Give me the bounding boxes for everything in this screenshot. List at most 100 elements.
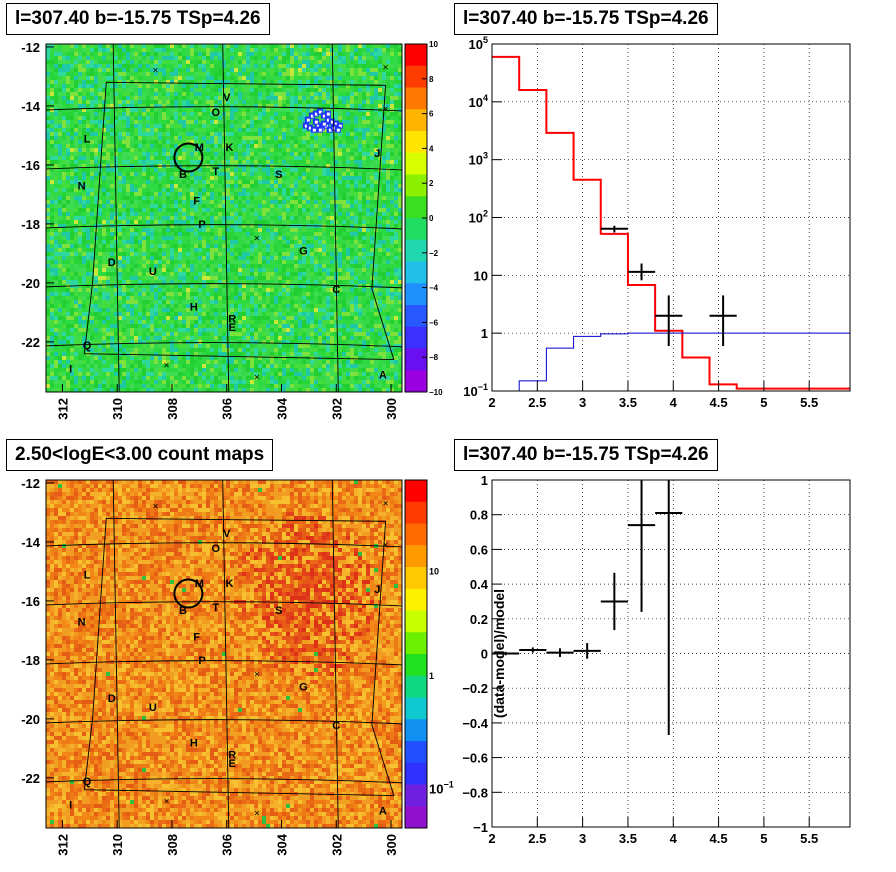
grid-line-lon [112,479,120,829]
source-marker: × [164,360,170,371]
hotspot-pixel [338,124,342,128]
colorbar-tick-label: 10−1 [429,780,454,797]
colorbar-cell [405,370,427,393]
grid-line-lat [45,342,403,348]
roi-outline [83,81,395,361]
x-tick-label: 310 [110,834,125,856]
colorbar-cell [405,283,427,306]
source-label: Q [83,340,92,352]
y-tick-label: -14 [21,535,41,550]
source-label: N [78,181,86,193]
plot-frame [45,43,403,393]
x-tick-label: 4 [670,831,678,846]
y-tick-label: 0 [481,647,488,662]
y-tick-label: -20 [21,712,40,727]
colorbar-cell [405,741,427,764]
grid-line-lon [222,43,230,393]
colorbar-cell [405,632,427,655]
x-tick-label: 3.5 [619,831,637,846]
spectrum-title: l=307.40 b=-15.75 TSp=4.26 [454,3,718,35]
colorbar-cell [405,87,427,110]
residual-plot: 2 2.5 3 3.5 4 4.5 5 5.5 −1 −0.8 −0.6 −0.4 −0.2 0 0.2 0.… [462,473,851,846]
y-tick-label: 105 [469,35,488,52]
colorbar-cell [405,239,427,262]
y-tick-label: -22 [21,335,40,350]
colorbar-tick-label: 10 [429,566,439,576]
y-tick-label: -22 [21,771,40,786]
y-axis-title: (data-model)/model [491,589,507,718]
x-tick-label: 306 [220,834,235,856]
source-label: G [299,681,308,693]
source-marker: × [254,670,260,681]
colorbar: 10 1 10−1 [404,479,454,829]
y-tick-label: 0.8 [470,508,488,523]
residual-title: l=307.40 b=-15.75 TSp=4.26 [454,439,718,471]
colorbar-cell [405,654,427,677]
x-tick-label: 2.5 [528,395,546,410]
source-label: F [193,195,200,207]
x-tick-label: 300 [384,398,399,420]
target-circle [173,142,204,173]
x-tick-label: 312 [55,398,70,420]
y-tick-label: 0.6 [470,542,488,557]
source-label: B [179,605,187,617]
source-label: C [332,284,340,296]
source-label: P [198,655,205,667]
x-tick-label: 302 [329,834,344,856]
y-tick-label: 0.4 [470,577,489,592]
y-tick-label: 0.2 [470,612,488,627]
y-tick-label: -18 [21,653,40,668]
grid-line-lon [222,479,230,829]
colorbar-cell [405,501,427,524]
source-label: T [212,602,219,614]
colorbar-tick-label: 4 [429,144,434,153]
hotspot-pixel [326,118,330,122]
colorbar-tick-label: 2 [429,179,434,188]
source-marker: × [254,372,260,383]
source-label: K [226,578,234,590]
coordinate-grid [45,43,403,393]
colorbar-cell [405,152,427,175]
source-label: E [229,322,236,334]
count-map-pixels [46,480,402,828]
colorbar-cell [405,326,427,349]
source-label: H [190,301,198,313]
colorbar-tick-label: −2 [429,249,439,258]
source-label: J [374,584,380,596]
target-circle [173,578,204,609]
source-label: R [228,313,236,325]
model-histogram [492,55,850,390]
ts-map-pixels [46,44,402,392]
colorbar-tick-label: −4 [429,284,439,293]
x-tick-label: 5.5 [800,395,818,410]
source-marker: × [164,796,170,807]
hotspot-pixel [314,120,318,124]
source-label: J [374,148,380,160]
grid-line-lat [45,719,403,725]
source-label: H [190,737,198,749]
roi-outline [83,517,395,797]
source-label: U [149,702,157,714]
grid-line-lat [45,283,403,289]
source-label: L [84,569,91,581]
x-tick-label: 4.5 [710,395,728,410]
x-tick-label: 2 [488,395,495,410]
colorbar-cell [405,545,427,568]
y-tick-label: 1 [481,473,488,488]
colorbar-tick-label: 10 [429,40,438,49]
y-tick-label: −1 [473,820,488,835]
colorbar-cell [405,131,427,154]
source-label: E [229,758,236,770]
colorbar-cell [405,762,427,785]
grid-line-lon [331,43,339,393]
count-map-title: 2.50<logE<3.00 count maps [6,439,274,471]
x-tick-label: 302 [329,398,344,420]
source-marker: × [383,104,389,115]
colorbar-cell [405,567,427,590]
source-label: D [108,257,116,269]
x-tick-label: 5 [760,831,767,846]
x-tick-label: 5 [760,395,767,410]
colorbar-cell [405,218,427,241]
hotspot-pixel [316,124,320,128]
